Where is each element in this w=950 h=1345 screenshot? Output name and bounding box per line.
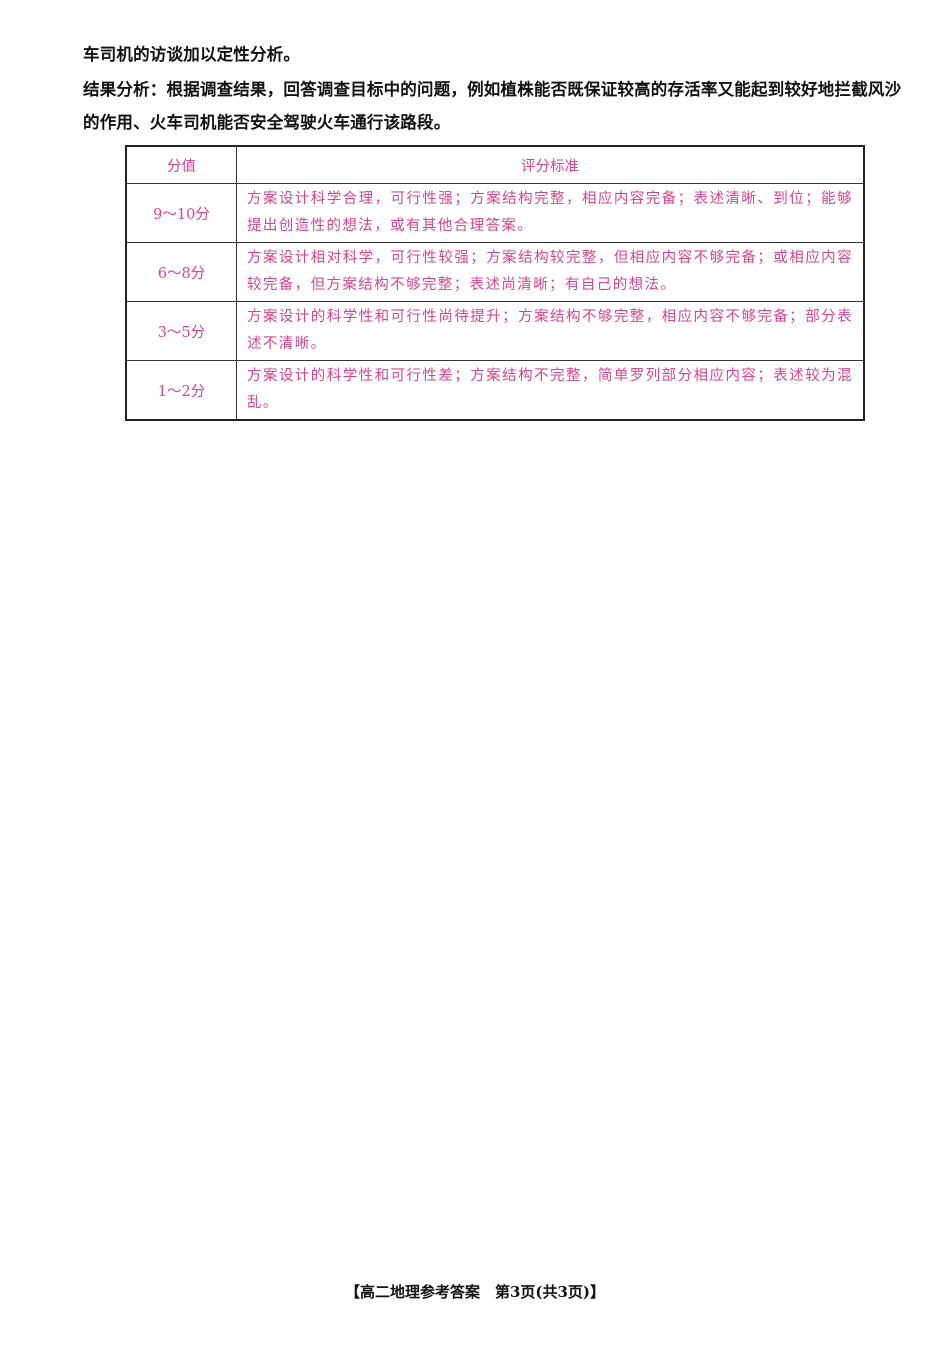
score-cell: 9～10分 bbox=[125, 183, 237, 243]
criteria-cell: 方案设计的科学性和可行性差；方案结构不完整，简单罗列部分相应内容；表述较为混乱。 bbox=[236, 360, 865, 421]
header-cell: 评分标准 bbox=[236, 145, 865, 184]
criteria-cell: 方案设计科学合理，可行性强；方案结构完整，相应内容完备；表述清晰、到位；能够提出… bbox=[236, 183, 865, 243]
header-row: 分值 评分标准 bbox=[125, 145, 865, 184]
criteria-cell: 方案设计的科学性和可行性尚待提升；方案结构不够完整，相应内容不够完备；部分表述不… bbox=[236, 301, 865, 361]
score-cell: 3～5分 bbox=[125, 301, 237, 361]
footer: 【高二地理参考答案 第3页(共3页)】 bbox=[344, 1283, 606, 1301]
paragraph: 车司机的访谈加以定性分析。 bbox=[83, 45, 301, 64]
score-cell: 1～2分 bbox=[125, 360, 237, 421]
criteria-cell: 方案设计相对科学，可行性较强；方案结构较完整，但相应内容不够完备；或相应内容较完… bbox=[236, 242, 865, 302]
header-cell: 分值 bbox=[125, 145, 237, 184]
scoring-table: 分值 评分标准 9～10分 方案设计科学合理，可行性强；方案结构完整，相应内容完备… bbox=[125, 145, 865, 421]
table-row: 3～5分 方案设计的科学性和可行性尚待提升；方案结构不够完整，相应内容不够完备；部… bbox=[125, 301, 865, 361]
table-row: 9～10分 方案设计科学合理，可行性强；方案结构完整，相应内容完备；表述清晰、到位… bbox=[125, 183, 865, 243]
table-row: 6～8分 方案设计相对科学，可行性较强；方案结构较完整，但相应内容不够完备；或相应… bbox=[125, 242, 865, 302]
table-row: 1～2分 方案设计的科学性和可行性差；方案结构不完整，简单罗列部分相应内容；表述较… bbox=[125, 360, 865, 421]
paragraph: 结果分析：根据调查结果，回答调查目标中的问题，例如植株能否既保证较高的存活率又能… bbox=[83, 80, 902, 132]
score-cell: 6～8分 bbox=[125, 242, 237, 302]
